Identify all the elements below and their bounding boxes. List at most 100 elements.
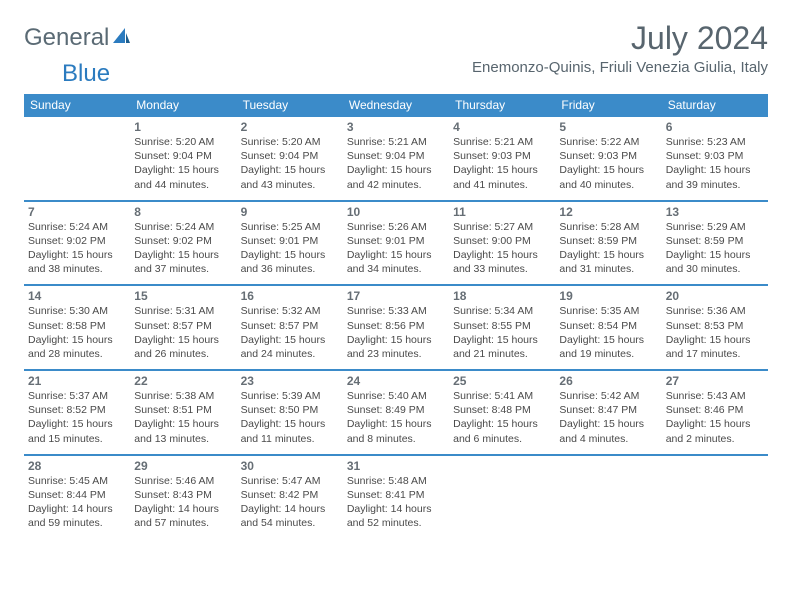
day-detail: Sunrise: 5:31 AMSunset: 8:57 PMDaylight:… [134,304,232,361]
calendar-cell: 8Sunrise: 5:24 AMSunset: 9:02 PMDaylight… [130,201,236,286]
calendar-cell: 16Sunrise: 5:32 AMSunset: 8:57 PMDayligh… [237,285,343,370]
day-number: 15 [134,289,232,303]
day-detail: Sunrise: 5:24 AMSunset: 9:02 PMDaylight:… [28,220,126,277]
calendar-cell: 23Sunrise: 5:39 AMSunset: 8:50 PMDayligh… [237,370,343,455]
calendar-week-row: 21Sunrise: 5:37 AMSunset: 8:52 PMDayligh… [24,370,768,455]
day-number: 26 [559,374,657,388]
calendar-cell [662,455,768,539]
calendar-cell [24,117,130,201]
day-detail: Sunrise: 5:36 AMSunset: 8:53 PMDaylight:… [666,304,764,361]
sail-icon [111,26,131,51]
day-detail: Sunrise: 5:26 AMSunset: 9:01 PMDaylight:… [347,220,445,277]
weekday-header-row: Sunday Monday Tuesday Wednesday Thursday… [24,94,768,117]
day-number: 28 [28,459,126,473]
calendar-cell: 12Sunrise: 5:28 AMSunset: 8:59 PMDayligh… [555,201,661,286]
day-number: 23 [241,374,339,388]
calendar-cell: 29Sunrise: 5:46 AMSunset: 8:43 PMDayligh… [130,455,236,539]
calendar-cell: 27Sunrise: 5:43 AMSunset: 8:46 PMDayligh… [662,370,768,455]
calendar-cell: 18Sunrise: 5:34 AMSunset: 8:55 PMDayligh… [449,285,555,370]
day-number: 3 [347,120,445,134]
day-detail: Sunrise: 5:24 AMSunset: 9:02 PMDaylight:… [134,220,232,277]
weekday-header: Monday [130,94,236,117]
calendar-cell: 4Sunrise: 5:21 AMSunset: 9:03 PMDaylight… [449,117,555,201]
calendar-cell: 31Sunrise: 5:48 AMSunset: 8:41 PMDayligh… [343,455,449,539]
calendar-cell: 24Sunrise: 5:40 AMSunset: 8:49 PMDayligh… [343,370,449,455]
day-detail: Sunrise: 5:30 AMSunset: 8:58 PMDaylight:… [28,304,126,361]
day-detail: Sunrise: 5:41 AMSunset: 8:48 PMDaylight:… [453,389,551,446]
logo-text-general: General [24,24,109,52]
day-number: 24 [347,374,445,388]
calendar-cell: 21Sunrise: 5:37 AMSunset: 8:52 PMDayligh… [24,370,130,455]
day-detail: Sunrise: 5:20 AMSunset: 9:04 PMDaylight:… [241,135,339,192]
day-number: 30 [241,459,339,473]
calendar-cell: 10Sunrise: 5:26 AMSunset: 9:01 PMDayligh… [343,201,449,286]
day-number: 2 [241,120,339,134]
day-number: 18 [453,289,551,303]
day-number: 11 [453,205,551,219]
day-detail: Sunrise: 5:35 AMSunset: 8:54 PMDaylight:… [559,304,657,361]
calendar-cell: 13Sunrise: 5:29 AMSunset: 8:59 PMDayligh… [662,201,768,286]
day-number: 6 [666,120,764,134]
day-number: 20 [666,289,764,303]
day-number: 8 [134,205,232,219]
day-detail: Sunrise: 5:21 AMSunset: 9:04 PMDaylight:… [347,135,445,192]
day-number: 5 [559,120,657,134]
day-detail: Sunrise: 5:43 AMSunset: 8:46 PMDaylight:… [666,389,764,446]
day-detail: Sunrise: 5:38 AMSunset: 8:51 PMDaylight:… [134,389,232,446]
calendar-cell: 1Sunrise: 5:20 AMSunset: 9:04 PMDaylight… [130,117,236,201]
calendar-cell: 5Sunrise: 5:22 AMSunset: 9:03 PMDaylight… [555,117,661,201]
day-number: 14 [28,289,126,303]
day-number: 17 [347,289,445,303]
day-number: 22 [134,374,232,388]
day-detail: Sunrise: 5:47 AMSunset: 8:42 PMDaylight:… [241,474,339,531]
calendar-cell: 25Sunrise: 5:41 AMSunset: 8:48 PMDayligh… [449,370,555,455]
day-detail: Sunrise: 5:22 AMSunset: 9:03 PMDaylight:… [559,135,657,192]
calendar-cell: 19Sunrise: 5:35 AMSunset: 8:54 PMDayligh… [555,285,661,370]
calendar-cell: 22Sunrise: 5:38 AMSunset: 8:51 PMDayligh… [130,370,236,455]
day-detail: Sunrise: 5:28 AMSunset: 8:59 PMDaylight:… [559,220,657,277]
day-number: 16 [241,289,339,303]
weekday-header: Friday [555,94,661,117]
day-detail: Sunrise: 5:42 AMSunset: 8:47 PMDaylight:… [559,389,657,446]
calendar-cell: 14Sunrise: 5:30 AMSunset: 8:58 PMDayligh… [24,285,130,370]
weekday-header: Tuesday [237,94,343,117]
weekday-header: Sunday [24,94,130,117]
calendar-cell: 3Sunrise: 5:21 AMSunset: 9:04 PMDaylight… [343,117,449,201]
calendar-cell [449,455,555,539]
calendar-cell: 28Sunrise: 5:45 AMSunset: 8:44 PMDayligh… [24,455,130,539]
calendar-cell: 20Sunrise: 5:36 AMSunset: 8:53 PMDayligh… [662,285,768,370]
day-detail: Sunrise: 5:34 AMSunset: 8:55 PMDaylight:… [453,304,551,361]
logo: General [24,20,133,52]
calendar-cell: 7Sunrise: 5:24 AMSunset: 9:02 PMDaylight… [24,201,130,286]
day-number: 9 [241,205,339,219]
calendar-cell: 2Sunrise: 5:20 AMSunset: 9:04 PMDaylight… [237,117,343,201]
day-number: 7 [28,205,126,219]
day-number: 29 [134,459,232,473]
calendar-table: Sunday Monday Tuesday Wednesday Thursday… [24,94,768,538]
calendar-cell [555,455,661,539]
location: Enemonzo-Quinis, Friuli Venezia Giulia, … [472,59,768,76]
calendar-cell: 6Sunrise: 5:23 AMSunset: 9:03 PMDaylight… [662,117,768,201]
day-number: 21 [28,374,126,388]
calendar-week-row: 1Sunrise: 5:20 AMSunset: 9:04 PMDaylight… [24,117,768,201]
day-detail: Sunrise: 5:23 AMSunset: 9:03 PMDaylight:… [666,135,764,192]
day-detail: Sunrise: 5:20 AMSunset: 9:04 PMDaylight:… [134,135,232,192]
day-number: 25 [453,374,551,388]
title-block: July 2024 Enemonzo-Quinis, Friuli Venezi… [472,20,768,76]
day-detail: Sunrise: 5:27 AMSunset: 9:00 PMDaylight:… [453,220,551,277]
day-detail: Sunrise: 5:21 AMSunset: 9:03 PMDaylight:… [453,135,551,192]
day-detail: Sunrise: 5:39 AMSunset: 8:50 PMDaylight:… [241,389,339,446]
calendar-cell: 15Sunrise: 5:31 AMSunset: 8:57 PMDayligh… [130,285,236,370]
calendar-cell: 11Sunrise: 5:27 AMSunset: 9:00 PMDayligh… [449,201,555,286]
day-detail: Sunrise: 5:33 AMSunset: 8:56 PMDaylight:… [347,304,445,361]
month-title: July 2024 [472,20,768,57]
calendar-week-row: 14Sunrise: 5:30 AMSunset: 8:58 PMDayligh… [24,285,768,370]
weekday-header: Saturday [662,94,768,117]
day-number: 12 [559,205,657,219]
day-detail: Sunrise: 5:25 AMSunset: 9:01 PMDaylight:… [241,220,339,277]
weekday-header: Wednesday [343,94,449,117]
day-number: 19 [559,289,657,303]
day-detail: Sunrise: 5:37 AMSunset: 8:52 PMDaylight:… [28,389,126,446]
calendar-week-row: 28Sunrise: 5:45 AMSunset: 8:44 PMDayligh… [24,455,768,539]
day-number: 31 [347,459,445,473]
